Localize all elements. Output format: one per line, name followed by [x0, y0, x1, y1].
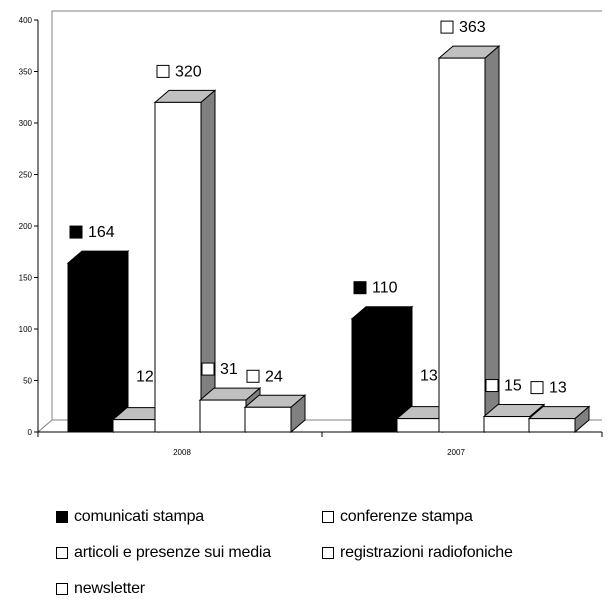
y-tick-label-300: 300 [19, 119, 33, 128]
legend-label: registrazioni radiofoniche [340, 544, 513, 561]
bar-chart: 0 50 100 150 200 250 300 350 400 2008 2007 164 12 32… [19, 10, 603, 457]
bar-front-face [154, 101, 202, 433]
data-label-swatch [485, 379, 499, 393]
bar-front-face [528, 418, 576, 433]
bar-front-face [438, 57, 486, 433]
chart-data-labels: 164 12 320 31 24 110 13 363 15 13 [69, 19, 567, 397]
bar-articoli-e-presenze-sui-media-2007 [437, 45, 501, 434]
bar-front-face [351, 318, 399, 433]
bar-newsletter-2007 [527, 405, 591, 434]
legend-item-articoli-e-presenze-sui-media: articoli e presenze sui media [56, 544, 271, 562]
data-label-swatch [201, 362, 215, 376]
data-label-conferenze-stampa-2008: 12 [136, 369, 154, 386]
legend-item-newsletter: newsletter [56, 580, 145, 598]
data-label-comunicati-stampa-2007: 110 [353, 280, 398, 297]
x-tick-label-2008: 2008 [173, 448, 191, 457]
legend-item-registrazioni-radiofoniche: registrazioni radiofoniche [322, 544, 513, 562]
data-label-swatch [69, 225, 83, 239]
data-label-value: 110 [372, 280, 398, 297]
legend-swatch [56, 547, 68, 559]
y-tick-label-0: 0 [28, 428, 33, 437]
data-label-comunicati-stampa-2008: 164 [69, 224, 115, 241]
data-label-newsletter-2008: 24 [246, 368, 283, 385]
data-label-articoli-e-presenze-sui-media-2007: 363 [440, 19, 486, 36]
bar-side-face [113, 249, 129, 434]
data-label-swatch [246, 369, 260, 383]
data-label-registrazioni-radiofoniche-2008: 31 [201, 361, 238, 378]
data-label-swatch [530, 381, 544, 395]
back-wall [37, 10, 602, 433]
y-tick-label-400: 400 [19, 16, 33, 25]
legend-label: conferenze stampa [340, 508, 473, 525]
legend-item-conferenze-stampa: conferenze stampa [322, 508, 473, 526]
data-label-value: 320 [175, 63, 202, 80]
bar-front-face [67, 262, 115, 433]
y-tick-label-250: 250 [19, 171, 33, 180]
data-label-value: 13 [549, 380, 567, 397]
legend-swatch [322, 547, 334, 559]
y-tick-label-200: 200 [19, 222, 33, 231]
bar-articoli-e-presenze-sui-media-2008 [153, 89, 217, 434]
y-tick-label-350: 350 [19, 68, 33, 77]
legend-label: newsletter [74, 580, 145, 597]
legend-swatch [56, 511, 68, 523]
data-label-swatch [440, 20, 454, 34]
legend-item-comunicati-stampa: comunicati stampa [56, 508, 204, 526]
data-label-value: 363 [459, 19, 486, 36]
y-tick-label-100: 100 [19, 325, 33, 334]
bar-side-face [200, 89, 216, 434]
data-label-swatch [156, 64, 170, 78]
bar-side-face [484, 45, 500, 434]
bar-front-face [396, 418, 444, 433]
legend-label: comunicati stampa [74, 508, 204, 525]
bar-comunicati-stampa-2008 [66, 249, 130, 434]
bar-front-face [483, 416, 531, 433]
y-tick-label-150: 150 [19, 274, 33, 283]
data-label-value: 31 [220, 361, 238, 378]
bar-front-face [199, 399, 247, 433]
data-label-registrazioni-radiofoniche-2007: 15 [485, 378, 522, 395]
bar-front-face [112, 419, 160, 433]
bar-newsletter-2008 [243, 394, 307, 434]
legend-swatch [322, 511, 334, 523]
data-label-newsletter-2007: 13 [530, 380, 567, 397]
data-label-value: 12 [136, 369, 154, 386]
data-label-swatch [353, 281, 367, 295]
data-label-value: 24 [265, 368, 283, 385]
chart-axes: 0 50 100 150 200 250 300 350 400 2008 2007 [19, 16, 603, 457]
data-label-value: 15 [504, 378, 522, 395]
x-tick-label-2007: 2007 [447, 448, 465, 457]
legend-swatch [56, 583, 68, 595]
data-label-value: 13 [420, 368, 438, 385]
legend-label: articoli e presenze sui media [74, 544, 271, 561]
bar-front-face [244, 406, 292, 433]
chart-bars [66, 45, 591, 434]
data-label-value: 164 [88, 224, 115, 241]
y-tick-label-50: 50 [23, 377, 32, 386]
data-label-articoli-e-presenze-sui-media-2008: 320 [156, 63, 202, 80]
data-label-conferenze-stampa-2007: 13 [420, 368, 438, 385]
bar-comunicati-stampa-2007 [350, 305, 414, 434]
